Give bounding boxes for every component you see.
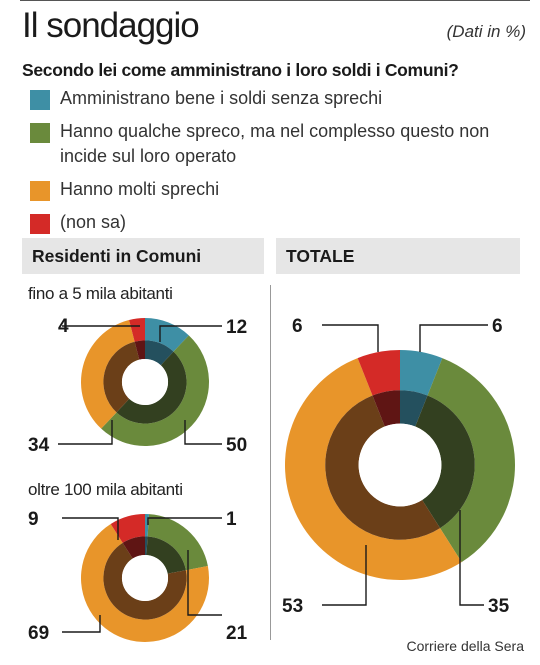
slice-non-sa: [110, 514, 145, 543]
slice-inner-molti-sprechi: [103, 341, 140, 413]
legend-swatch: [30, 90, 50, 110]
header-residenti: Residenti in Comuni: [22, 238, 264, 274]
slice-molti-sprechi: [81, 523, 209, 642]
slice-inner-qualche-spreco: [146, 536, 186, 574]
legend-label: Hanno molti sprechi: [60, 179, 220, 199]
donut-hole: [358, 423, 442, 507]
value-label-bene: 6: [492, 316, 503, 337]
leader-line-qualche-spreco: [459, 510, 484, 606]
slice-inner-bene: [145, 340, 174, 366]
chart-title-large-towns: oltre 100 mila abitanti: [28, 480, 183, 499]
slice-qualche-spreco: [101, 335, 209, 446]
value-label-qualche-spreco: 35: [488, 596, 510, 617]
slice-inner-qualche-spreco: [116, 351, 187, 424]
slice-inner-non-sa: [372, 390, 400, 427]
legend-label: Amministrano bene i soldi senza sprechi: [60, 88, 383, 108]
slice-non-sa: [357, 349, 400, 396]
slice-non-sa: [129, 318, 145, 342]
leader-line-non-sa: [62, 517, 119, 540]
slice-molti-sprechi: [81, 320, 135, 429]
legend-swatch: [30, 123, 50, 143]
chart-title-small-towns: fino a 5 mila abitanti: [28, 284, 173, 303]
value-label-qualche-spreco: 21: [226, 623, 248, 644]
top-rule: [20, 0, 530, 1]
legend-item-qualche-spreco: Hanno qualche spreco, ma nel complesso q…: [22, 119, 530, 169]
page-title: Il sondaggio: [22, 6, 200, 45]
legend-label: (non sa): [60, 212, 127, 232]
leader-line-bene: [419, 324, 488, 352]
value-label-qualche-spreco: 50: [226, 435, 247, 456]
column-divider: [270, 285, 271, 640]
legend-item-non-sa: (non sa): [22, 210, 532, 235]
survey-question: Secondo lei come amministrano i loro sol…: [22, 60, 459, 80]
leader-line-bene: [147, 517, 222, 525]
value-label-molti-sprechi: 34: [28, 435, 50, 456]
slice-inner-molti-sprechi: [325, 395, 441, 540]
donut-hole: [121, 554, 169, 602]
slice-inner-non-sa: [122, 536, 145, 559]
slice-qualche-spreco: [427, 358, 515, 563]
value-label-bene: 1: [226, 509, 237, 530]
header-totale: TOTALE: [276, 238, 520, 274]
legend-label: Hanno qualche spreco, ma nel complesso q…: [60, 121, 490, 166]
leader-line-qualche-spreco: [184, 420, 222, 445]
slice-bene: [400, 350, 443, 396]
value-label-molti-sprechi: 53: [282, 596, 303, 617]
units-note: (Dati in %): [446, 22, 526, 41]
value-label-bene: 12: [226, 317, 247, 338]
value-label-non-sa: 6: [292, 316, 303, 337]
slice-inner-bene: [400, 390, 428, 427]
leader-line-molti-sprechi: [322, 545, 367, 606]
slice-inner-non-sa: [134, 340, 145, 360]
value-label-molti-sprechi: 69: [28, 623, 49, 644]
source-credit: Corriere della Sera: [406, 638, 525, 654]
leader-line-qualche-spreco: [187, 550, 222, 616]
value-label-non-sa: 4: [58, 316, 69, 337]
legend-item-molti-sprechi: Hanno molti sprechi: [22, 177, 532, 202]
slice-qualche-spreco: [147, 514, 208, 571]
slice-inner-qualche-spreco: [415, 395, 475, 529]
value-label-non-sa: 9: [28, 509, 39, 530]
leader-line-molti-sprechi: [58, 420, 113, 445]
slice-inner-molti-sprechi: [103, 542, 187, 620]
legend: Amministrano bene i soldi senza sprechi …: [22, 86, 532, 243]
leader-line-non-sa: [322, 324, 379, 352]
slice-bene: [145, 318, 189, 352]
leader-line-bene: [159, 325, 222, 342]
slice-inner-bene: [145, 536, 148, 556]
legend-swatch: [30, 214, 50, 234]
donut-hole: [121, 358, 169, 406]
slice-molti-sprechi: [284, 358, 462, 581]
legend-swatch: [30, 181, 50, 201]
legend-item-bene: Amministrano bene i soldi senza sprechi: [22, 86, 532, 111]
leader-line-molti-sprechi: [62, 615, 101, 633]
